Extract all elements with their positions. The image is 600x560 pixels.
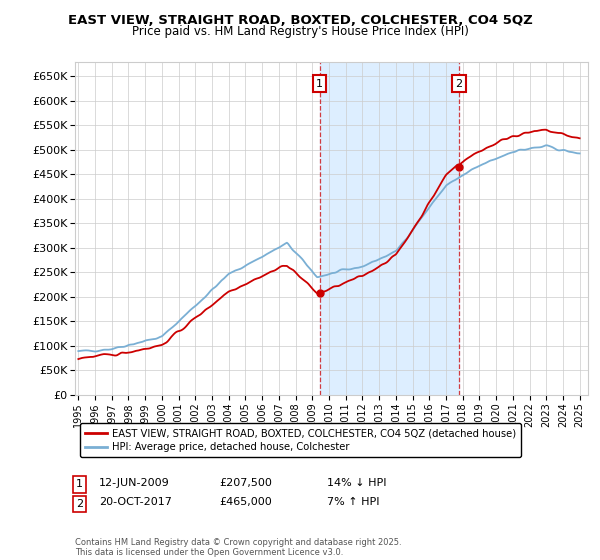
Text: 1: 1 bbox=[316, 78, 323, 88]
Text: Price paid vs. HM Land Registry's House Price Index (HPI): Price paid vs. HM Land Registry's House … bbox=[131, 25, 469, 38]
Text: £207,500: £207,500 bbox=[219, 478, 272, 488]
Text: 7% ↑ HPI: 7% ↑ HPI bbox=[327, 497, 380, 507]
Text: £465,000: £465,000 bbox=[219, 497, 272, 507]
Text: EAST VIEW, STRAIGHT ROAD, BOXTED, COLCHESTER, CO4 5QZ: EAST VIEW, STRAIGHT ROAD, BOXTED, COLCHE… bbox=[68, 14, 532, 27]
Text: 2: 2 bbox=[76, 499, 83, 509]
Text: 12-JUN-2009: 12-JUN-2009 bbox=[99, 478, 170, 488]
Legend: EAST VIEW, STRAIGHT ROAD, BOXTED, COLCHESTER, CO4 5QZ (detached house), HPI: Ave: EAST VIEW, STRAIGHT ROAD, BOXTED, COLCHE… bbox=[80, 423, 521, 457]
Text: Contains HM Land Registry data © Crown copyright and database right 2025.
This d: Contains HM Land Registry data © Crown c… bbox=[75, 538, 401, 557]
Bar bbox=[320, 62, 459, 395]
Text: 14% ↓ HPI: 14% ↓ HPI bbox=[327, 478, 386, 488]
Text: 2: 2 bbox=[455, 78, 463, 88]
Text: 20-OCT-2017: 20-OCT-2017 bbox=[99, 497, 172, 507]
Text: 1: 1 bbox=[76, 479, 83, 489]
